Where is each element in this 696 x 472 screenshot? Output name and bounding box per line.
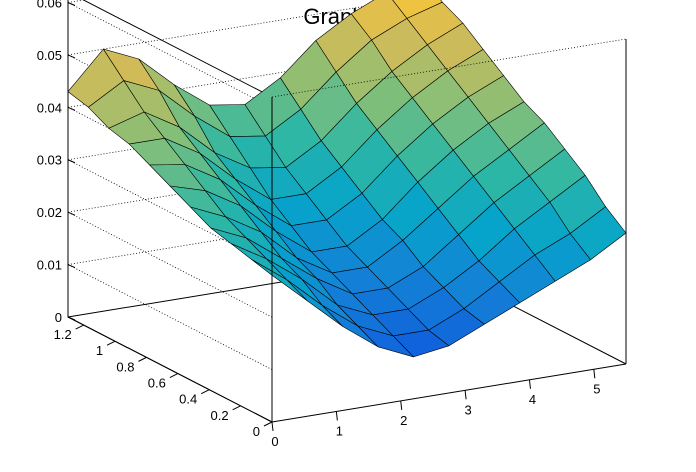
grid-line bbox=[67, 0, 86, 3]
z-tick-label: 0.06 bbox=[37, 0, 62, 10]
y-tick-mark bbox=[232, 405, 241, 411]
z-tick-label: 0.04 bbox=[37, 100, 62, 115]
y-tick-mark bbox=[138, 356, 147, 362]
y-tick-label: 0.8 bbox=[116, 359, 134, 374]
z-tick-mark bbox=[67, 159, 76, 164]
x-tick-label: 3 bbox=[464, 402, 471, 417]
grid-line bbox=[67, 2, 273, 108]
z-tick-mark bbox=[67, 54, 76, 59]
x-tick-mark bbox=[464, 390, 467, 400]
z-tick-label: 0.01 bbox=[37, 258, 62, 273]
y-tick-mark bbox=[263, 421, 273, 427]
x-tick-mark bbox=[335, 411, 338, 421]
y-tick-label: 1 bbox=[96, 343, 103, 358]
z-tick-mark bbox=[67, 316, 76, 321]
grid-line bbox=[67, 211, 273, 318]
z-tick-mark bbox=[67, 264, 76, 269]
y-tick-label: 0.6 bbox=[148, 376, 166, 391]
grid-line bbox=[67, 264, 273, 370]
y-tick-mark bbox=[75, 324, 84, 330]
x-tick-label: 4 bbox=[529, 392, 536, 407]
z-tick-label: 0.03 bbox=[37, 153, 62, 168]
x-axis-line bbox=[271, 363, 627, 423]
z-tick-mark bbox=[67, 2, 76, 6]
axis-ticks: 0 1 2 3 4 5 0 0.2 0.4 0.6 0.8 1 1.2 0 0.01 0.02 0.03 0.04… bbox=[37, 0, 601, 449]
z-tick-label: 0.05 bbox=[37, 48, 62, 63]
x-tick-mark bbox=[528, 379, 531, 389]
x-tick-label: 0 bbox=[271, 434, 278, 449]
y-tick-mark bbox=[106, 340, 116, 346]
y-tick-label: 0.2 bbox=[211, 408, 229, 423]
z-tick-mark bbox=[67, 106, 76, 111]
z-tick-mark bbox=[67, 211, 76, 216]
x-tick-label: 2 bbox=[400, 413, 407, 428]
surface-cell bbox=[569, 206, 627, 261]
z-tick-label: 0.02 bbox=[37, 205, 62, 220]
y-tick-mark bbox=[201, 389, 210, 395]
y-tick-label: 0 bbox=[253, 424, 260, 439]
x-tick-mark bbox=[400, 400, 403, 410]
x-tick-label: 5 bbox=[593, 381, 600, 396]
x-tick-mark bbox=[593, 369, 596, 379]
z-tick-label: 0 bbox=[55, 310, 62, 325]
y-axis-line bbox=[67, 316, 273, 423]
y-tick-label: 1.2 bbox=[54, 327, 72, 342]
front-frame bbox=[67, 38, 627, 423]
y-tick-label: 0.4 bbox=[179, 392, 197, 407]
y-tick-mark bbox=[169, 373, 179, 378]
x-tick-mark bbox=[271, 421, 274, 432]
x-tick-label: 1 bbox=[336, 423, 343, 438]
grid-line bbox=[67, 159, 273, 266]
surface-mesh bbox=[67, 0, 627, 358]
